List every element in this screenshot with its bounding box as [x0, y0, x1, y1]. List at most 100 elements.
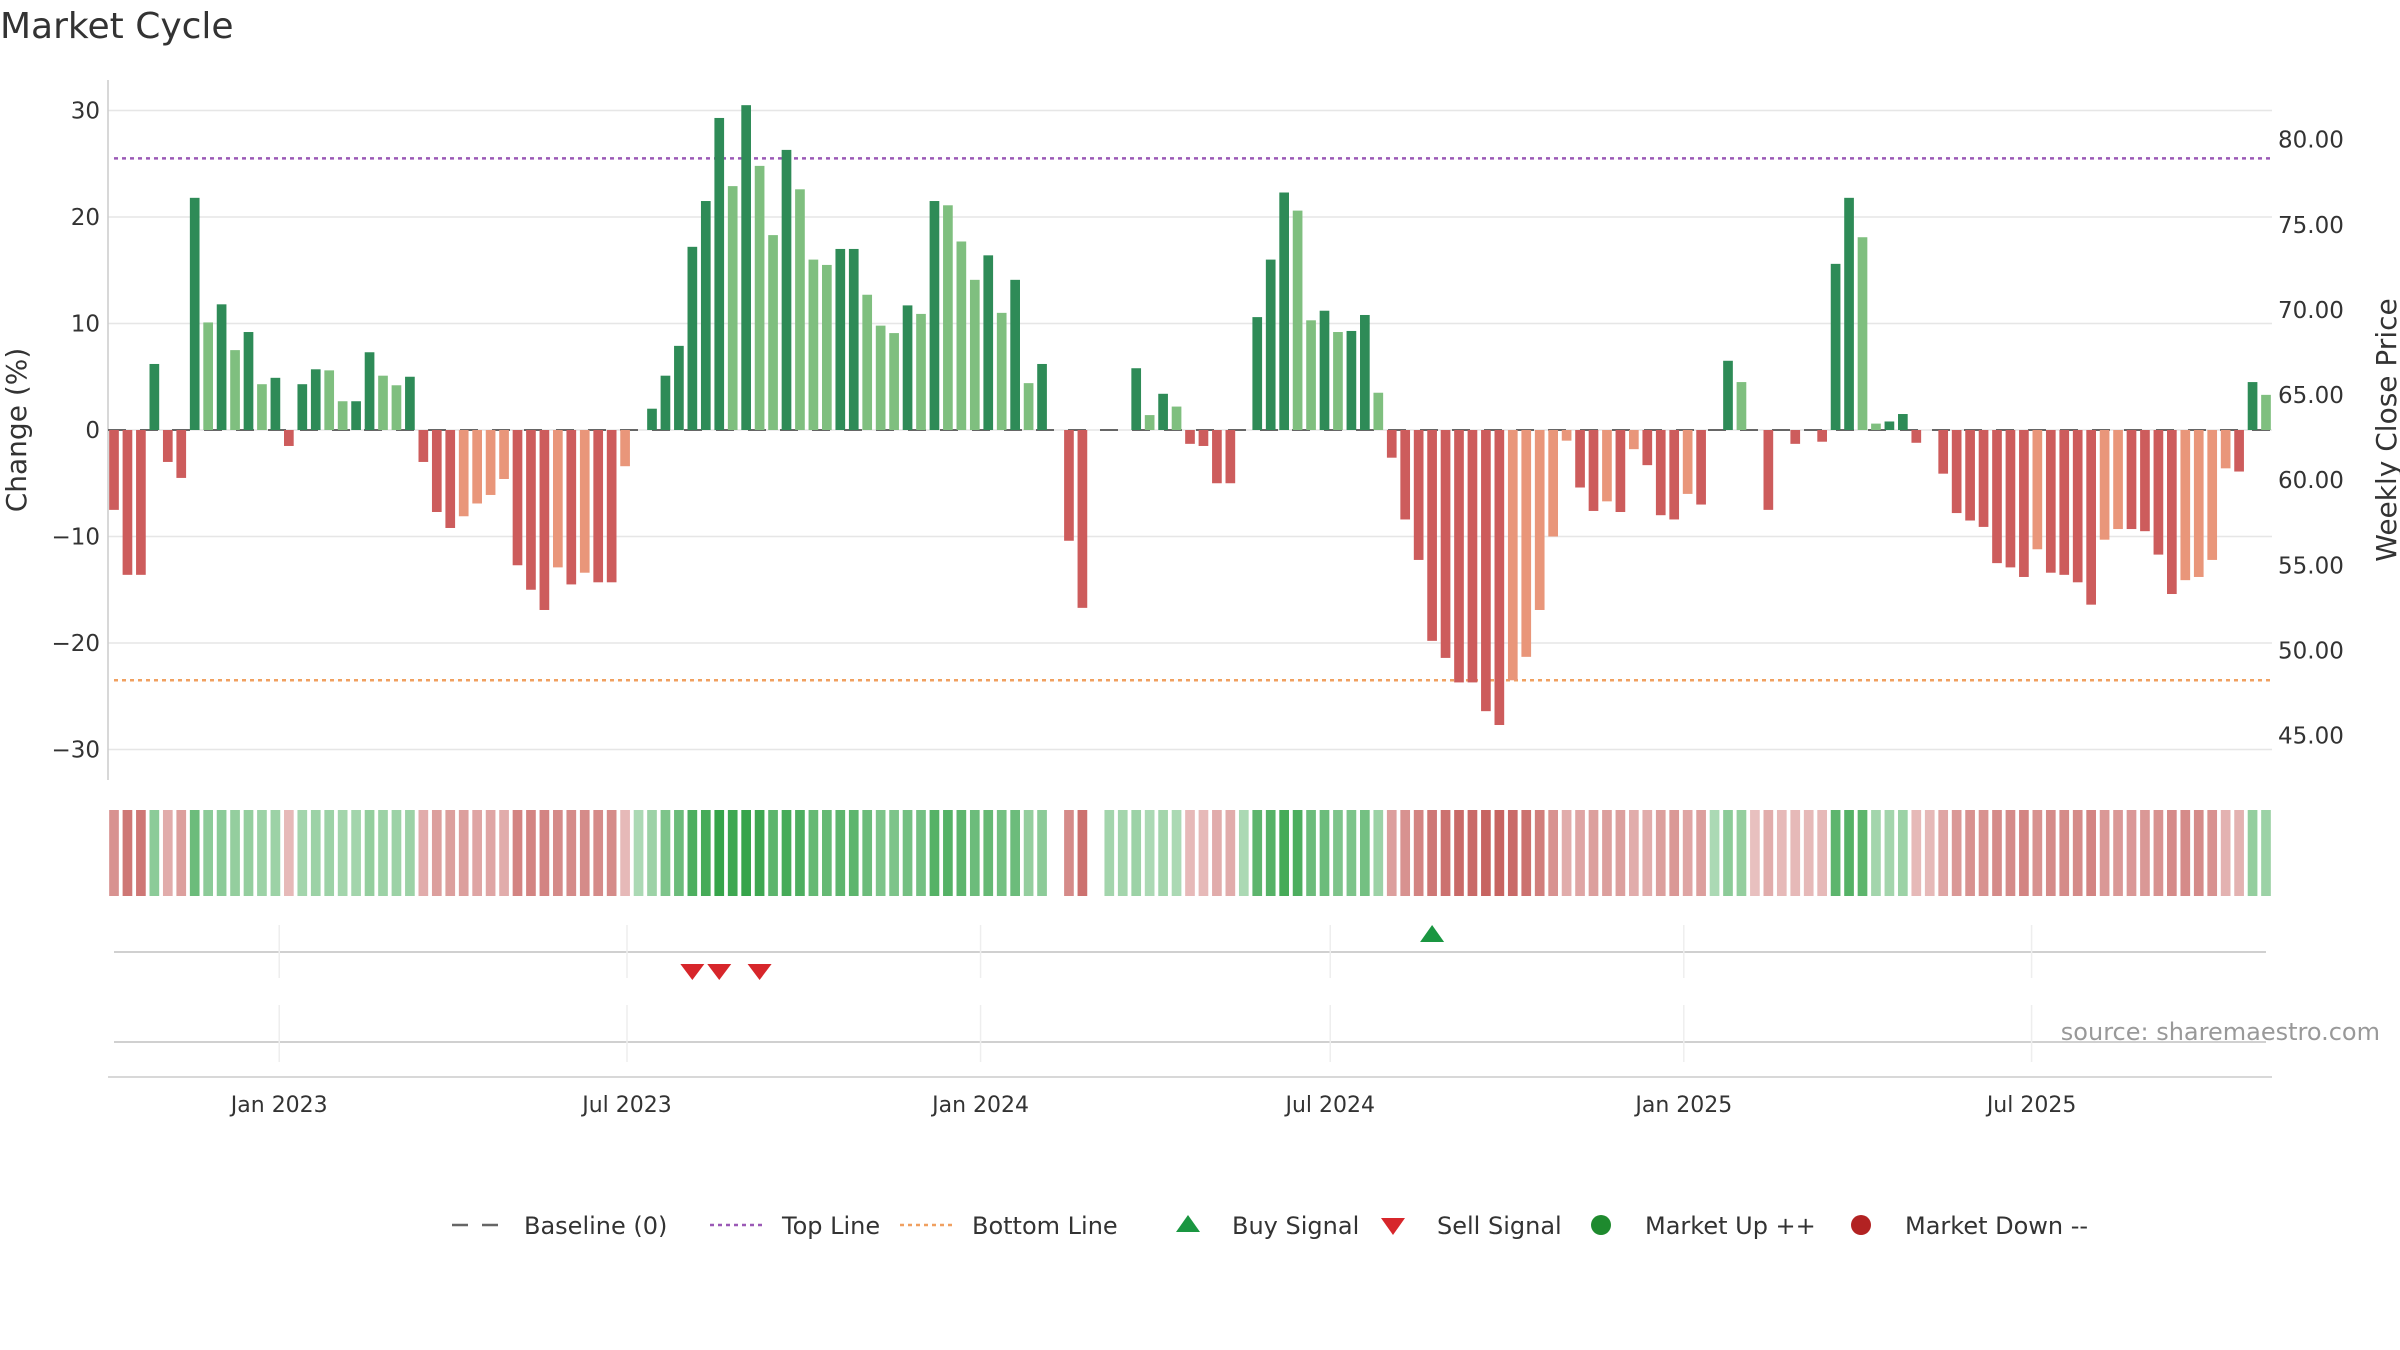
- change-bar: [310, 369, 321, 430]
- change-bar: [593, 430, 604, 583]
- change-bar: [1010, 279, 1020, 430]
- regime-cell: [499, 810, 509, 896]
- regime-cell: [1333, 810, 1343, 896]
- legend-swatch-buy: [1176, 1215, 1200, 1232]
- change-bar: [1077, 430, 1088, 608]
- legend-label: Baseline (0): [524, 1212, 667, 1240]
- change-bar: [418, 430, 429, 462]
- change-bar: [1333, 332, 1343, 430]
- change-bar: [1898, 414, 1908, 430]
- change-bar: [875, 325, 886, 430]
- regime-cell: [2180, 810, 2191, 896]
- regime-cell: [969, 810, 980, 896]
- change-bar: [1615, 430, 1626, 513]
- regime-cell: [1750, 810, 1760, 896]
- change-bar: [243, 332, 254, 430]
- y-tick-label: −20: [51, 631, 100, 657]
- change-bar: [1064, 430, 1074, 541]
- change-bar: [862, 294, 873, 430]
- regime-cell: [230, 810, 240, 896]
- change-bar: [754, 165, 765, 430]
- regime-cell: [620, 810, 630, 896]
- regime-cell: [1736, 810, 1747, 896]
- change-bar: [351, 401, 361, 430]
- regime-cell: [1064, 810, 1074, 896]
- change-bar: [606, 430, 617, 583]
- regime-cell: [1494, 810, 1505, 896]
- change-bar: [364, 352, 375, 430]
- y-tick-label: 10: [71, 312, 100, 338]
- change-bar: [431, 430, 442, 513]
- sell-signal-marker: [680, 964, 705, 980]
- change-bar: [2140, 430, 2150, 532]
- regime-cell: [1265, 810, 1276, 896]
- sell-signal-marker: [747, 964, 772, 980]
- change-bar: [2180, 430, 2191, 581]
- regime-cell: [579, 810, 590, 896]
- legend-label: Market Down --: [1905, 1212, 2088, 1240]
- regime-cell: [526, 810, 536, 896]
- regime-cell: [2045, 810, 2056, 896]
- regime-cell: [1884, 810, 1895, 896]
- change-bar: [1481, 430, 1491, 712]
- regime-cell: [2234, 810, 2244, 896]
- change-bar: [1817, 430, 1827, 442]
- change-bar: [916, 313, 926, 430]
- regime-cell: [566, 810, 577, 896]
- change-bar: [969, 279, 980, 430]
- change-bar: [727, 186, 738, 430]
- change-bar: [1292, 210, 1303, 430]
- regime-cell: [136, 810, 146, 896]
- y2-axis-label: Weekly Close Price: [2370, 298, 2400, 561]
- regime-cell: [216, 810, 227, 896]
- y2-tick-label: 75.00: [2278, 213, 2344, 239]
- change-bar: [109, 430, 119, 510]
- change-bar: [1978, 430, 1989, 527]
- x-tick-label: Jul 2025: [1985, 1093, 2077, 1118]
- change-bar: [2005, 430, 2016, 568]
- change-bar: [499, 430, 509, 479]
- regime-cell: [391, 810, 402, 896]
- regime-cell: [795, 810, 805, 896]
- change-bar: [203, 322, 213, 430]
- regime-cell: [431, 810, 442, 896]
- regime-cell: [1951, 810, 1962, 896]
- regime-cell: [768, 810, 778, 896]
- y2-tick-label: 55.00: [2278, 553, 2344, 579]
- change-bar: [391, 385, 402, 430]
- y-axis-label: Change (%): [0, 348, 33, 513]
- y2-tick-label: 80.00: [2278, 128, 2344, 154]
- change-bar: [1252, 317, 1263, 430]
- regime-cell: [1844, 810, 1854, 896]
- change-bar: [149, 363, 160, 430]
- regime-cell: [2153, 810, 2164, 896]
- regime-cell: [2019, 810, 2029, 896]
- legend-label: Buy Signal: [1232, 1212, 1359, 1240]
- regime-cell: [1386, 810, 1397, 896]
- regime-cell: [1467, 810, 1478, 896]
- regime-cell: [1615, 810, 1626, 896]
- change-bar: [162, 430, 173, 462]
- change-bar: [1427, 430, 1437, 641]
- change-bar: [136, 430, 146, 575]
- regime-cell: [1723, 810, 1733, 896]
- regime-cell: [1440, 810, 1451, 896]
- regime-cell: [1763, 810, 1774, 896]
- legend-label: Market Up ++: [1645, 1212, 1816, 1240]
- x-tick-label: Jul 2023: [580, 1093, 672, 1118]
- change-bar: [1360, 314, 1370, 430]
- y2-tick-label: 65.00: [2278, 383, 2344, 409]
- regime-cell: [203, 810, 213, 896]
- regime-cell: [1602, 810, 1612, 896]
- change-bar: [1871, 423, 1881, 430]
- change-bar: [1682, 430, 1693, 494]
- regime-cell: [364, 810, 375, 896]
- regime-cell: [2099, 810, 2110, 896]
- change-bar: [1198, 430, 1209, 446]
- change-bar: [270, 377, 281, 430]
- regime-cell: [1023, 810, 1034, 896]
- regime-cell: [539, 810, 550, 896]
- regime-cell: [1292, 810, 1303, 896]
